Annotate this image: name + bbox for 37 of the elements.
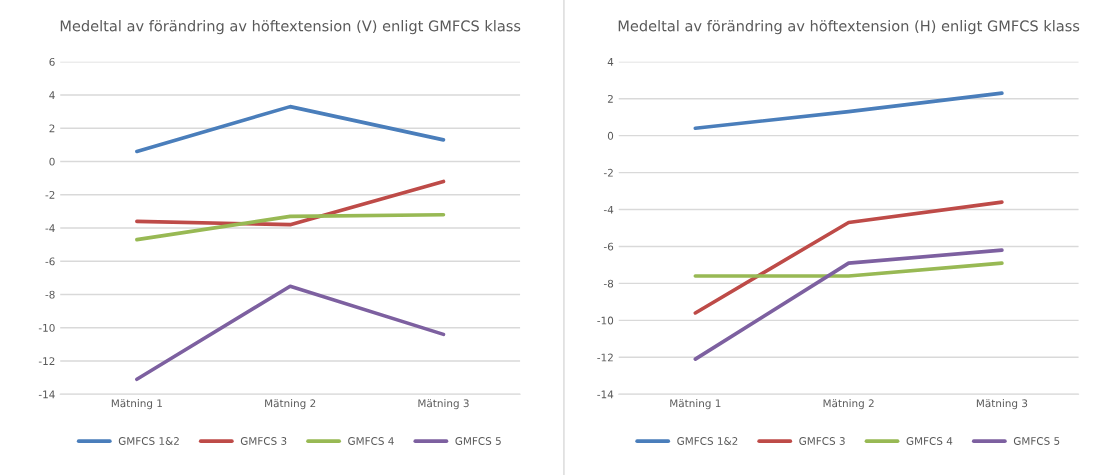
y-tick-label: -6	[603, 242, 614, 251]
y-tick-label: -10	[38, 323, 55, 332]
y-tick-label: -12	[597, 353, 613, 362]
y-tick-label: 4	[607, 58, 614, 66]
y-tick-label: -8	[45, 290, 55, 299]
y-tick-label: -12	[38, 357, 55, 365]
x-tick-label: Mätning 1	[111, 399, 162, 410]
y-tick-label: -2	[45, 190, 55, 199]
x-tick-label: Mätning 1	[670, 399, 721, 410]
y-tick-label: -10	[597, 316, 614, 325]
x-tick-label: Mätning 2	[823, 399, 874, 410]
y-tick-label: -14	[38, 390, 55, 399]
chart-title: Medeltal av förändring av höftextension (H) enligt GMFCS klass	[618, 20, 1080, 35]
y-tick-label: -14	[597, 390, 614, 399]
legend-label: GMFCS 1&2	[118, 437, 179, 445]
legend-label: GMFCS 4	[348, 437, 394, 445]
chart-title: Medeltal av förändring av höftextension (V) enligt GMFCS klass	[60, 20, 521, 35]
y-tick-label: -8	[603, 279, 614, 288]
x-tick-label: Mätning 3	[976, 399, 1028, 410]
legend-label: GMFCS 3	[799, 437, 845, 445]
y-tick-label: 0	[607, 131, 614, 140]
y-tick-label: 4	[49, 91, 55, 99]
legend-label: GMFCS 3	[240, 437, 287, 445]
legend-label: GMFCS 5	[455, 437, 501, 445]
y-tick-label: 0	[49, 157, 55, 166]
x-tick-label: Mätning 2	[265, 399, 316, 410]
y-tick-label: 2	[607, 94, 613, 103]
y-tick-label: 6	[49, 57, 55, 66]
y-tick-label: -4	[45, 224, 55, 232]
y-tick-label: -6	[45, 257, 55, 266]
y-tick-label: -4	[603, 205, 614, 214]
y-tick-label: 2	[49, 124, 55, 133]
x-tick-label: Mätning 3	[418, 399, 469, 410]
legend-label: GMFCS 4	[906, 437, 953, 445]
y-tick-label: -2	[603, 168, 613, 177]
legend-label: GMFCS 5	[1013, 437, 1060, 445]
legend-label: GMFCS 1&2	[677, 437, 738, 445]
